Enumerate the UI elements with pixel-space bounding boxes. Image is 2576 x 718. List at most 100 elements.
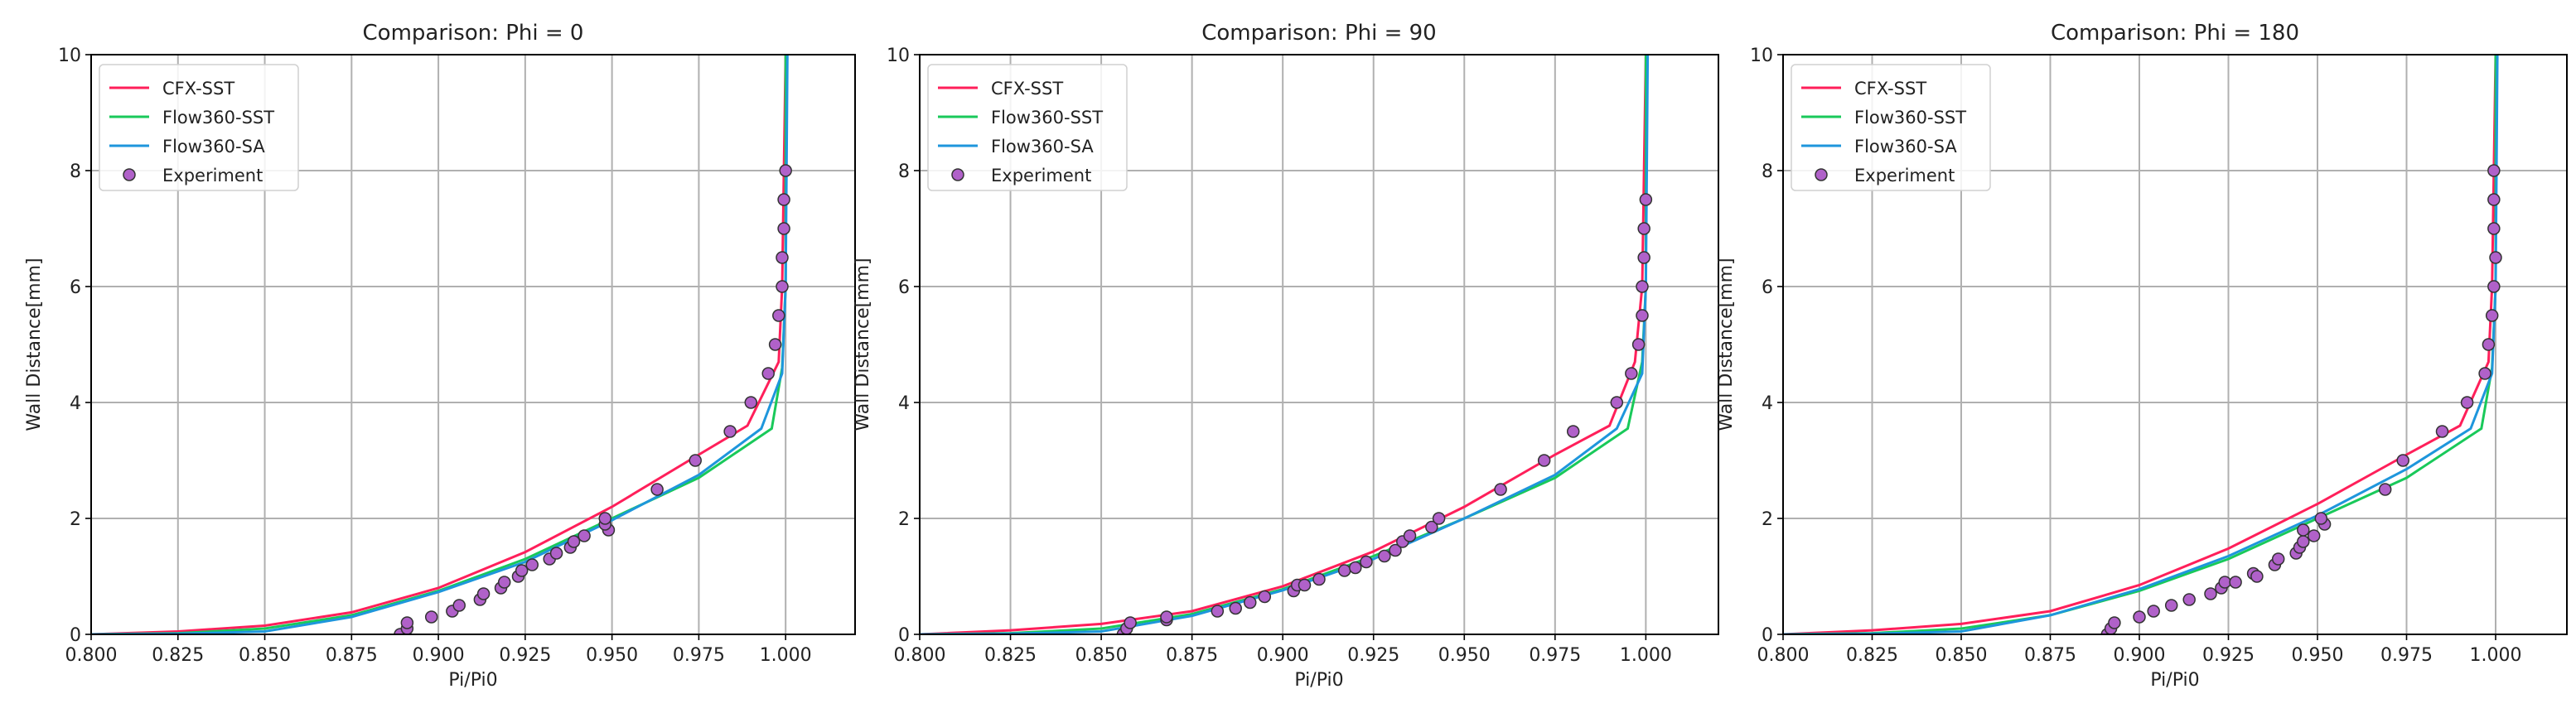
y-tick-label: 8 bbox=[898, 161, 910, 182]
plot-marks bbox=[1783, 55, 2502, 634]
experiment-point bbox=[777, 193, 790, 206]
experiment-point bbox=[2314, 512, 2328, 525]
experiment-point bbox=[723, 425, 737, 438]
legend-box bbox=[99, 64, 299, 191]
experiment-point bbox=[2182, 593, 2196, 606]
x-tick-label: 0.925 bbox=[499, 645, 551, 666]
experiment-point bbox=[452, 599, 466, 612]
y-axis-label: Wall Distance[mm] bbox=[24, 258, 45, 431]
experiment-point bbox=[1349, 561, 1362, 575]
x-tick-label: 0.875 bbox=[1166, 645, 1218, 666]
x-tick-label: 0.850 bbox=[1075, 645, 1128, 666]
legend-label: CFX-SST bbox=[162, 79, 234, 99]
experiment-point bbox=[1337, 564, 1351, 577]
experiment-point bbox=[2485, 309, 2499, 322]
experiment-point bbox=[2460, 396, 2474, 409]
experiment-point bbox=[1360, 555, 1373, 569]
axes-frame bbox=[919, 54, 1719, 635]
legend-label: CFX-SST bbox=[991, 79, 1063, 99]
experiment-point bbox=[2487, 193, 2501, 206]
experiment-point bbox=[2478, 367, 2491, 380]
y-axis-label: Wall Distance[mm] bbox=[853, 258, 873, 431]
experiment-point bbox=[2271, 552, 2285, 566]
y-tick-label: 2 bbox=[898, 509, 910, 530]
y-tick-label: 6 bbox=[898, 277, 910, 298]
experiment-point bbox=[772, 309, 785, 322]
axes-frame bbox=[90, 54, 856, 635]
x-tick-label: 0.825 bbox=[1846, 645, 1898, 666]
x-tick-label: 0.950 bbox=[1438, 645, 1491, 666]
experiment-point bbox=[1566, 425, 1580, 438]
y-tick-label: 6 bbox=[70, 277, 81, 298]
legend-label: Experiment bbox=[991, 166, 1091, 186]
subplot-2: 0.800 0.825 0.850 0.875 0.900 0.925 0.950 0.975… bbox=[1716, 21, 2568, 691]
legend-label: Experiment bbox=[1854, 166, 1955, 186]
y-tick-label: 6 bbox=[1762, 277, 1773, 298]
experiment-point bbox=[2297, 523, 2310, 537]
x-tick-label: 0.925 bbox=[2202, 645, 2255, 666]
experiment-point bbox=[2435, 425, 2449, 438]
experiment-point bbox=[1639, 193, 1653, 206]
experiment-point bbox=[1625, 367, 1638, 380]
legend-marker-swatch bbox=[951, 168, 964, 181]
legend-label: Flow360-SST bbox=[1854, 108, 1966, 128]
experiment-point bbox=[2487, 164, 2501, 177]
plot-marks bbox=[91, 55, 792, 634]
legend-marker-swatch bbox=[1815, 168, 1828, 181]
experiment-point bbox=[1229, 601, 1242, 615]
x-tick-label: 0.975 bbox=[673, 645, 725, 666]
experiment-point bbox=[1631, 338, 1646, 351]
x-tick-label: 0.925 bbox=[1347, 645, 1399, 666]
y-axis-label: Wall Distance[mm] bbox=[1716, 258, 1737, 431]
experiment-point bbox=[1312, 572, 1326, 586]
y-tick-label: 8 bbox=[1762, 161, 1773, 182]
legend-label: Flow360-SST bbox=[991, 108, 1103, 128]
experiment-point bbox=[1637, 251, 1650, 264]
experiment-point bbox=[1378, 549, 1391, 563]
experiment-point bbox=[1403, 529, 1417, 542]
x-tick-label: 1.000 bbox=[2470, 645, 2522, 666]
experiment-point bbox=[400, 616, 414, 629]
experiment-point bbox=[1432, 512, 1446, 525]
y-tick-label: 4 bbox=[70, 393, 81, 414]
x-tick-label: 0.825 bbox=[984, 645, 1037, 666]
legend-box bbox=[927, 64, 1128, 191]
subplot-0: 0.800 0.825 0.850 0.875 0.900 0.925 0.950 0.975… bbox=[24, 21, 856, 691]
x-tick-label: 0.950 bbox=[586, 645, 638, 666]
experiment-point bbox=[2218, 576, 2231, 589]
experiment-point bbox=[1425, 520, 1438, 534]
y-tick-label: 2 bbox=[1762, 509, 1773, 530]
x-tick-label: 0.800 bbox=[65, 645, 118, 666]
experiment-point bbox=[650, 483, 664, 496]
experiment-point bbox=[598, 512, 612, 525]
legend: CFX-SST Flow360-SST Flow360-SA Experiment bbox=[1791, 64, 1991, 191]
experiment-point bbox=[515, 564, 529, 577]
experiment-point bbox=[2297, 535, 2310, 548]
y-tick-label: 10 bbox=[887, 46, 910, 66]
y-tick-label: 4 bbox=[1762, 393, 1773, 414]
x-axis-label: Pi/Pi0 bbox=[1294, 670, 1343, 691]
series-line-flow360-sa bbox=[1783, 55, 2499, 634]
x-tick-label: 1.000 bbox=[1620, 645, 1672, 666]
experiment-point bbox=[1636, 309, 1649, 322]
plot-marks bbox=[920, 55, 1653, 634]
x-tick-label: 0.825 bbox=[152, 645, 204, 666]
experiment-point bbox=[2396, 454, 2409, 467]
x-tick-label: 0.900 bbox=[413, 645, 465, 666]
experiment-point bbox=[497, 576, 511, 589]
legend: CFX-SST Flow360-SST Flow360-SA Experiment bbox=[927, 64, 1128, 191]
experiment-point bbox=[1298, 578, 1312, 592]
experiment-point bbox=[2204, 587, 2217, 600]
x-tick-label: 0.850 bbox=[1936, 645, 1988, 666]
experiment-point bbox=[1211, 605, 1225, 618]
x-tick-label: 1.000 bbox=[760, 645, 812, 666]
experiment-point bbox=[2229, 576, 2242, 589]
x-tick-label: 0.900 bbox=[2114, 645, 2166, 666]
legend-label: CFX-SST bbox=[1854, 79, 1926, 99]
experiment-point bbox=[2378, 483, 2392, 496]
legend: CFX-SST Flow360-SST Flow360-SA Experiment bbox=[99, 64, 299, 191]
x-tick-label: 0.800 bbox=[894, 645, 946, 666]
experiment-point bbox=[1124, 616, 1137, 629]
x-tick-label: 0.975 bbox=[1529, 645, 1581, 666]
